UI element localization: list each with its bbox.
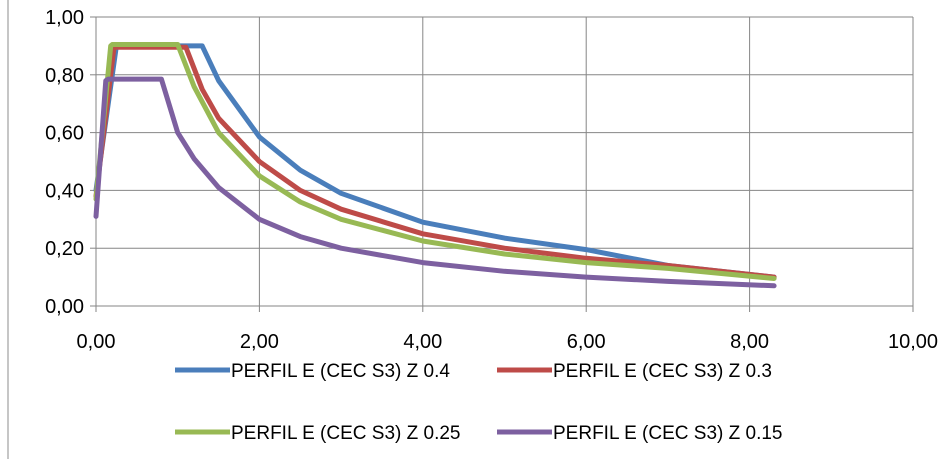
x-tick-label: 2,00 <box>240 331 279 353</box>
legend-label: PERFIL E (CEC S3) Z 0.15 <box>553 423 782 444</box>
series-line-2 <box>93 44 777 280</box>
series-lines <box>93 42 777 289</box>
series-line-3 <box>93 42 777 281</box>
x-tick-label: 8,00 <box>730 331 769 353</box>
legend: PERFIL E (CEC S3) Z 0.4 PERFIL E (CEC S3)… <box>175 361 782 444</box>
legend-label: PERFIL E (CEC S3) Z 0.4 <box>231 361 450 382</box>
legend-label: PERFIL E (CEC S3) Z 0.25 <box>231 423 460 444</box>
series-line-4 <box>93 76 777 289</box>
axes <box>90 16 914 312</box>
y-tick-label: 0,60 <box>45 123 84 145</box>
y-tick-label: 0,40 <box>45 180 84 202</box>
y-tick-label: 0,80 <box>45 65 84 87</box>
grid-lines <box>96 16 914 306</box>
x-tick-label: 6,00 <box>567 331 606 353</box>
y-tick-label: 0,20 <box>45 238 84 260</box>
y-tick-labels: 0,00 0,20 0,40 0,60 0,80 1,00 <box>45 7 84 318</box>
x-tick-label: 10,00 <box>888 331 938 353</box>
legend-label: PERFIL E (CEC S3) Z 0.3 <box>553 361 772 382</box>
x-tick-labels: 0,00 2,00 4,00 6,00 8,00 10,00 <box>77 331 939 353</box>
x-tick-label: 4,00 <box>403 331 442 353</box>
y-tick-label: 1,00 <box>45 7 84 29</box>
y-tick-label: 0,00 <box>45 296 84 318</box>
x-tick-label: 0,00 <box>77 331 116 353</box>
